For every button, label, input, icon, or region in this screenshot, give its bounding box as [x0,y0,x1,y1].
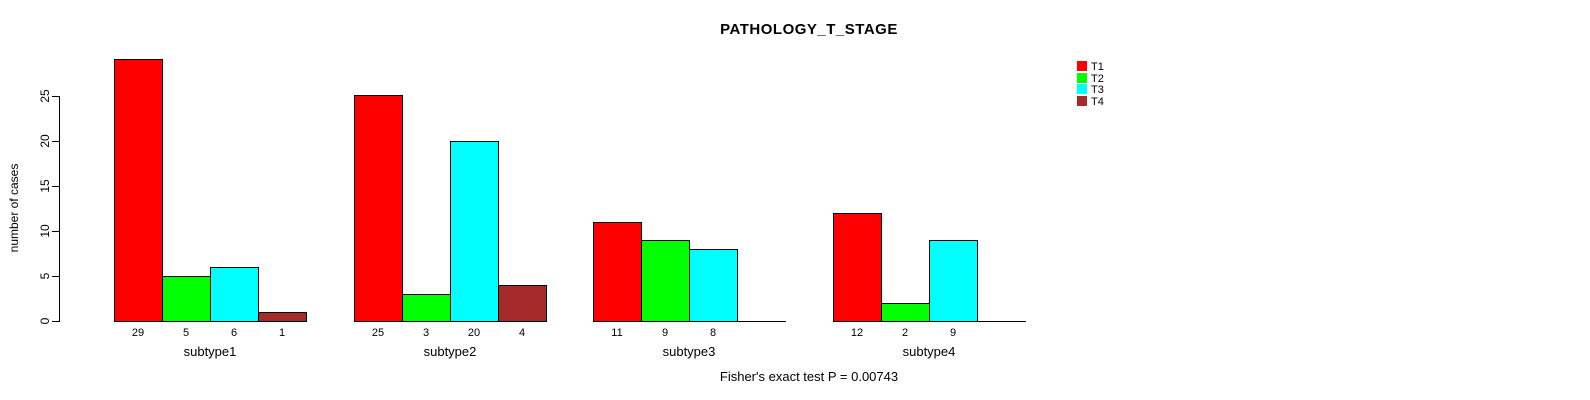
legend-swatch-t1 [1077,61,1087,72]
bar-t3-subtype3 [689,249,738,322]
bar-value-label: 25 [371,327,385,339]
category-label-subtype4: subtype4 [902,344,956,359]
group-baseline [354,321,547,322]
y-axis-label: number of cases [7,163,21,253]
group-baseline [593,321,786,322]
annotation-text: Fisher's exact test P = 0.00743 [719,369,899,384]
bar-t2-subtype4 [881,303,930,322]
y-tick-label: 0 [38,317,52,325]
legend-item-t2: T2 [1077,72,1104,86]
bar-value-label: 8 [709,327,717,339]
legend-label-t4: T4 [1091,95,1104,108]
bar-t3-subtype2 [450,141,499,322]
legend-item-t4: T4 [1077,95,1104,109]
y-axis-tick [52,230,59,232]
legend-item-t1: T1 [1077,61,1104,74]
legend-item-t3: T3 [1077,84,1104,97]
bar-value-label: 2 [901,327,909,339]
bar-value-label: 5 [182,327,190,339]
bar-t1-subtype3 [593,222,642,322]
group-baseline [833,321,1026,322]
y-axis-tick [52,275,59,277]
legend-swatch-t3 [1077,84,1087,95]
y-axis-tick [52,140,59,142]
legend-label-t3: T3 [1091,84,1104,96]
category-label-subtype1: subtype1 [183,344,237,359]
bar-value-label: 29 [131,327,145,339]
chart-title: PATHOLOGY_T_STAGE [720,21,898,38]
bar-t4-subtype2 [498,285,547,322]
bar-value-label: 4 [518,327,526,339]
bar-value-label: 9 [949,327,957,339]
y-tick-label: 25 [38,88,52,103]
bar-t2-subtype1 [162,276,211,322]
bar-t3-subtype4 [929,240,978,322]
group-baseline [114,321,307,322]
bar-t1-subtype4 [833,213,882,322]
category-label-subtype3: subtype3 [662,344,716,359]
legend-swatch-t4 [1077,95,1087,106]
y-tick-label: 10 [38,224,52,238]
bar-t2-subtype3 [641,240,690,322]
legend: T1 T2 T3 T4 [1077,61,1104,109]
y-axis-line [59,95,60,322]
y-axis-tick [52,321,59,322]
legend-label-t2: T2 [1091,72,1104,85]
bar-value-label: 3 [422,327,430,339]
legend-label-t1: T1 [1091,61,1104,73]
bar-value-label: 9 [661,327,669,339]
y-tick-label: 5 [38,272,52,280]
legend-swatch-t2 [1077,72,1087,83]
bar-value-label: 20 [467,327,481,339]
y-axis-tick [52,185,59,187]
bar-value-label: 12 [850,327,864,339]
y-tick-label: 15 [38,179,52,193]
y-tick-label: 20 [38,133,52,148]
bar-t1-subtype2 [354,95,403,322]
bar-value-label: 1 [278,327,286,339]
bar-value-label: 6 [230,327,238,339]
bar-value-label: 11 [611,327,623,339]
category-label-subtype2: subtype2 [423,344,477,359]
y-axis-tick [52,95,59,97]
bar-t3-subtype1 [210,267,259,322]
bar-t2-subtype2 [402,294,451,322]
bar-t1-subtype1 [114,59,163,322]
